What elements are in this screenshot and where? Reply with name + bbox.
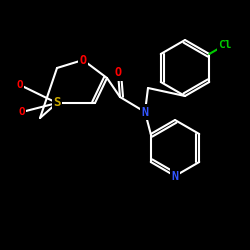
Text: O: O	[16, 80, 24, 90]
Text: O: O	[80, 54, 86, 66]
Text: O: O	[114, 66, 121, 80]
Text: N: N	[142, 106, 148, 118]
Text: O: O	[18, 107, 26, 117]
Text: S: S	[53, 96, 61, 110]
Text: Cl: Cl	[218, 40, 232, 50]
Text: N: N	[172, 170, 178, 182]
